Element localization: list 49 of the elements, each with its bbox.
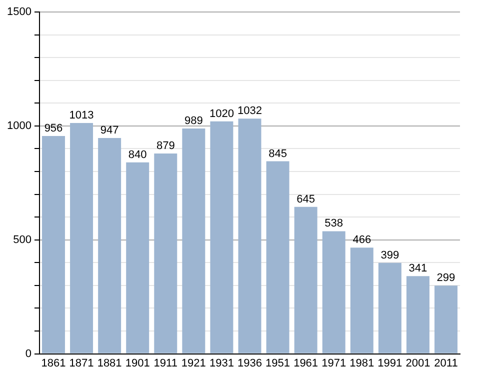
x-tick-label: 1921 [181,357,206,370]
bar [322,231,346,354]
bar [42,136,65,354]
bar [154,154,178,354]
data-label: 399 [380,249,400,262]
data-label: 989 [184,114,203,127]
x-tick-label: 1911 [154,357,178,370]
bar [238,118,262,354]
x-tick-label: 1931 [209,357,234,370]
x-tick-label: 1971 [322,357,346,370]
data-label: 1020 [209,108,234,120]
y-tick-label: 0 [25,348,32,360]
x-tick-label: 1871 [69,357,94,370]
bar [294,206,318,354]
y-tick-label: 500 [13,234,32,246]
bar [210,121,234,354]
x-tick-label: 1981 [350,357,374,370]
bar [434,286,458,354]
data-label: 1032 [237,105,262,118]
data-label: 466 [352,234,372,246]
data-label: 299 [436,272,456,284]
x-tick-label: 1881 [97,357,122,370]
data-label: 845 [268,148,287,160]
data-label: 956 [44,122,63,134]
x-tick-label: 2011 [434,357,458,370]
y-tick-label: 1000 [6,120,32,132]
bar [126,162,150,354]
x-tick-label: 1936 [237,357,262,370]
x-tick-label: 1991 [378,357,402,370]
x-tick-label: 1951 [266,357,290,370]
bar [350,248,374,354]
data-label: 947 [100,124,119,137]
bar [182,128,206,354]
data-label: 538 [324,218,344,230]
bar [378,262,402,354]
data-label: 840 [128,148,147,161]
x-tick-label: 1961 [294,357,318,370]
y-tick-label: 1500 [6,6,32,18]
x-tick-label: 1901 [125,357,150,370]
bar [70,122,94,354]
data-label: 341 [408,262,428,275]
bar [98,138,122,354]
bar [266,161,290,354]
bar [406,276,430,354]
x-tick-label: 1861 [41,357,66,370]
data-label: 645 [296,193,315,206]
x-tick-label: 2001 [406,357,430,370]
data-label: 1013 [69,110,94,122]
data-label: 879 [156,140,175,152]
